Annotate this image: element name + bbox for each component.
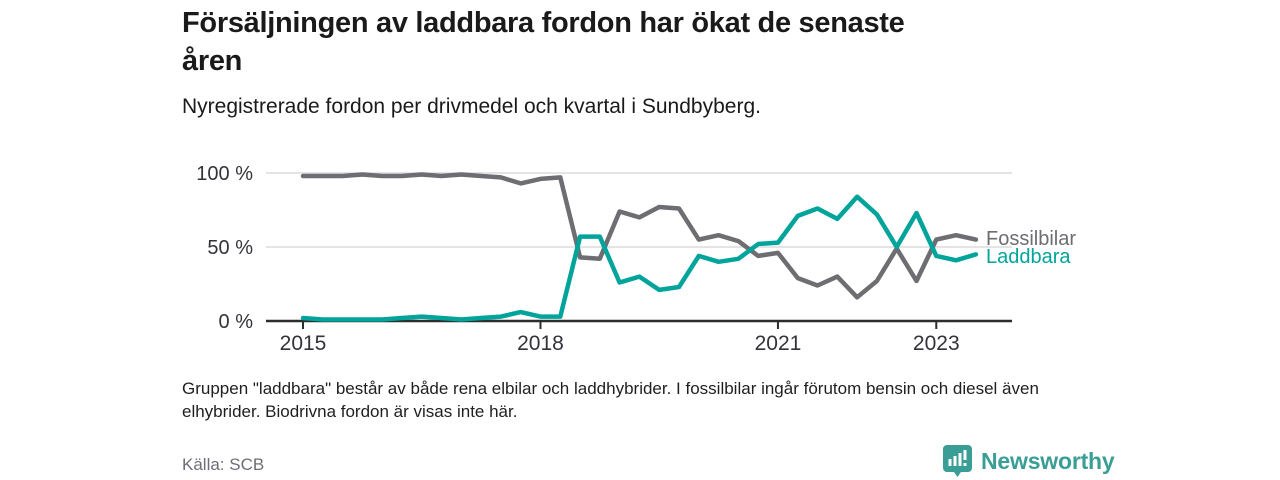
chart-svg: 0 % 50 % 100 % 2015 2018 2021 2023 FossilbilarL… (196, 163, 1076, 355)
legend-label-fossilbilar: Fossilbilar (986, 228, 1076, 250)
page-title: Försäljningen av laddbara fordon har öka… (182, 5, 905, 80)
x-tick-label: 2015 (280, 332, 327, 355)
x-tick-label: 2021 (755, 332, 802, 355)
y-tick-label: 100 % (196, 163, 253, 185)
footnote-line-2: elhybrider. Biodrivna fordon är visas in… (182, 401, 518, 421)
x-tick-label: 2018 (517, 332, 564, 355)
chart-subtitle: Nyregistrerade fordon per drivmedel och … (182, 95, 761, 118)
newsworthy-logo-text: Newsworthy (981, 447, 1115, 474)
page-title-line-1: Försäljningen av laddbara fordon har öka… (182, 7, 905, 39)
page-title-line-2: åren (182, 44, 243, 77)
source-note: Källa: SCB (182, 455, 265, 474)
chart-footnote: Gruppen "laddbara" består av både rena e… (182, 378, 1039, 424)
y-tick-label: 0 % (219, 311, 254, 333)
line-chart: 0 % 50 % 100 % 2015 2018 2021 2023 Fossilbilar L… (180, 150, 1090, 370)
bar-chart-speech-bubble-icon (943, 445, 972, 477)
series-line-laddbara (300, 194, 979, 322)
footnote-line-1: Gruppen "laddbara" består av både rena e… (182, 379, 1039, 398)
newsworthy-branding[interactable]: Newsworthy (942, 444, 1115, 478)
legend-label-laddbara: Laddbara (986, 246, 1071, 268)
y-tick-label: 50 % (207, 237, 253, 259)
series-line-fossilbilar (300, 172, 979, 300)
x-tick-label: 2023 (913, 332, 960, 355)
